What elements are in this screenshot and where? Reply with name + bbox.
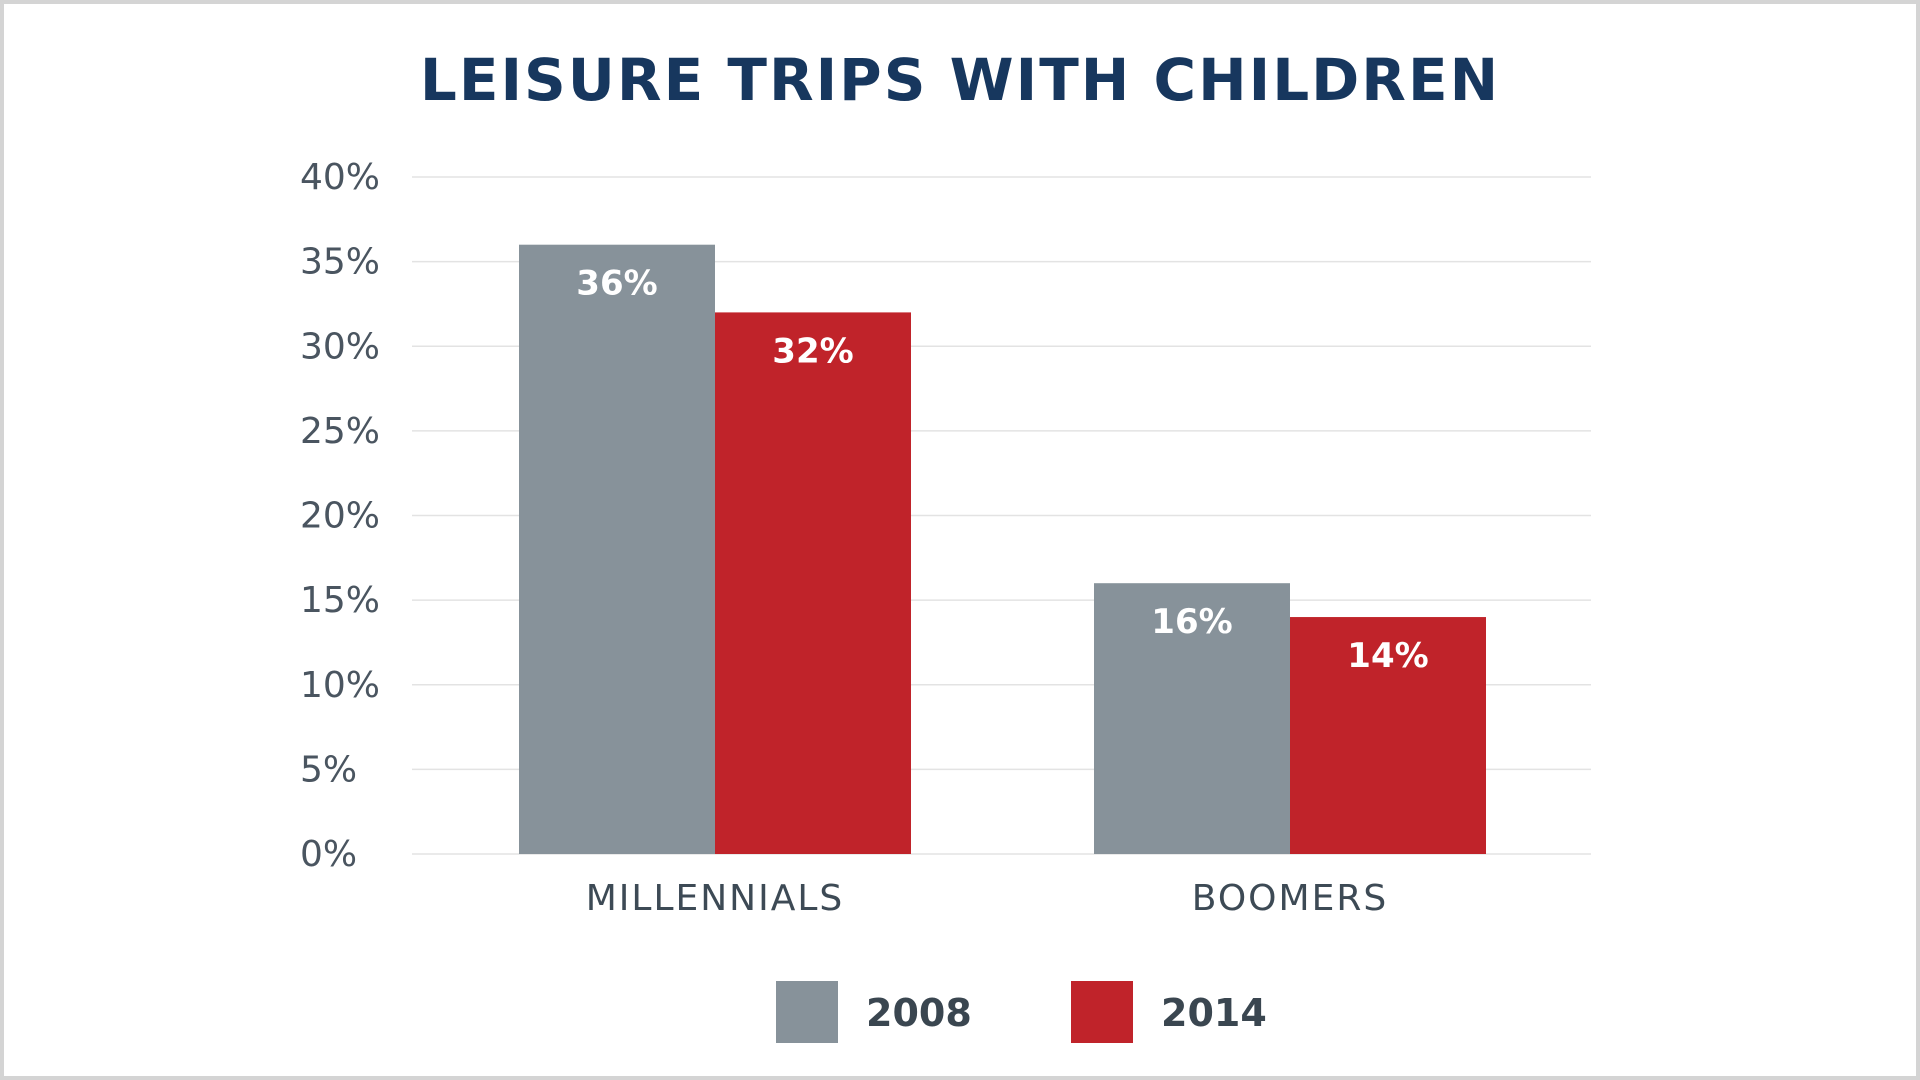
bar-chart: 0% 5% 10% 15% 20% 25% 30% 35% 40% 36% 32% 16% 14% M… bbox=[300, 157, 1591, 1043]
bar-2014-millennials bbox=[715, 312, 911, 854]
category-label: MILLENNIALS bbox=[586, 878, 845, 919]
y-tick-label: 40% bbox=[300, 157, 380, 198]
y-tick-label: 0% bbox=[300, 834, 357, 875]
bars bbox=[519, 244, 1486, 854]
bar-2008-millennials bbox=[519, 244, 715, 854]
bar-2008-boomers bbox=[1094, 583, 1290, 854]
y-tick-label: 25% bbox=[300, 411, 380, 452]
y-tick-label: 10% bbox=[300, 665, 380, 706]
legend-label-2014: 2014 bbox=[1161, 991, 1267, 1035]
legend-swatch-2008 bbox=[776, 981, 838, 1043]
y-tick-label: 5% bbox=[300, 749, 357, 790]
data-label: 16% bbox=[1151, 602, 1232, 642]
chart-title: LEISURE TRIPS WITH CHILDREN bbox=[419, 46, 1501, 114]
data-label: 14% bbox=[1347, 636, 1428, 676]
data-labels: 36% 32% 16% 14% bbox=[576, 264, 1428, 676]
legend-swatch-2014 bbox=[1071, 981, 1133, 1043]
data-label: 32% bbox=[772, 331, 853, 371]
category-label: BOOMERS bbox=[1192, 878, 1388, 919]
y-tick-label: 20% bbox=[300, 496, 380, 537]
legend-label-2008: 2008 bbox=[866, 991, 972, 1035]
data-label: 36% bbox=[576, 264, 657, 304]
y-tick-label: 30% bbox=[300, 326, 380, 367]
legend: 2008 2014 bbox=[776, 981, 1267, 1043]
y-tick-label: 15% bbox=[300, 580, 380, 621]
y-axis-ticks: 0% 5% 10% 15% 20% 25% 30% 35% 40% bbox=[300, 157, 380, 875]
y-tick-label: 35% bbox=[300, 242, 380, 283]
x-axis-categories: MILLENNIALS BOOMERS bbox=[586, 878, 1388, 919]
bar-2014-boomers bbox=[1290, 617, 1486, 854]
